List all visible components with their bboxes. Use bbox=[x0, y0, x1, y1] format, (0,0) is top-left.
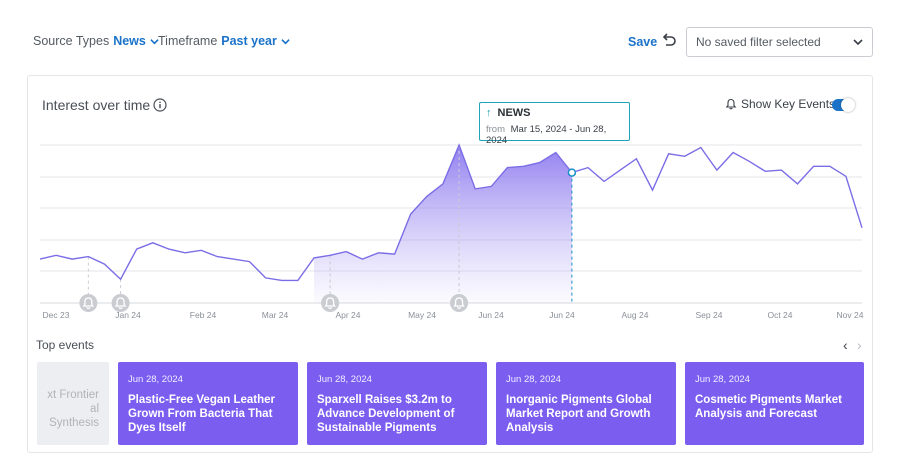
arrow-up-icon: ↑ bbox=[486, 107, 492, 119]
toggle-knob bbox=[841, 98, 855, 112]
x-tick-label: Jun 24 bbox=[478, 310, 504, 320]
interest-line bbox=[39, 143, 863, 282]
highlight-area bbox=[314, 145, 572, 303]
event-headline: Cosmetic Pigments Market Analysis and Fo… bbox=[695, 394, 842, 420]
chart-tooltip: ↑ NEWS from Mar 15, 2024 - Jun 28, 2024 bbox=[479, 102, 630, 146]
event-headline: Inorganic Pigments Global Market Report … bbox=[506, 394, 652, 434]
tooltip-title: NEWS bbox=[497, 107, 531, 119]
timeframe-value: Past year bbox=[221, 34, 277, 48]
event-card[interactable]: Jun 28, 2024 Cosmetic Pigments Market An… bbox=[685, 362, 864, 445]
x-tick-label: Nov 24 bbox=[837, 310, 864, 320]
x-tick-label: Feb 24 bbox=[190, 310, 217, 320]
save-button[interactable]: Save bbox=[628, 35, 658, 49]
key-events-control: Show Key Events bbox=[725, 97, 835, 111]
saved-filter-select[interactable]: No saved filter selected bbox=[686, 27, 873, 57]
x-axis: Dec 23 Jan 24 Feb 24 Mar 24 Apr 24 May 24 Jun … bbox=[43, 310, 864, 320]
source-types-filter[interactable]: Source Types News bbox=[33, 34, 159, 48]
chevron-down-icon bbox=[853, 39, 863, 46]
card-title: Interest over time bbox=[42, 97, 151, 113]
x-tick-label: Jun 24 bbox=[549, 310, 575, 320]
tooltip-title-row: ↑ NEWS bbox=[486, 107, 623, 119]
x-tick-label: May 24 bbox=[408, 310, 436, 320]
bell-marker-icon[interactable] bbox=[79, 294, 98, 312]
event-date: Jun 28, 2024 bbox=[695, 374, 750, 385]
undo-icon[interactable] bbox=[660, 32, 678, 50]
top-events-title: Top events bbox=[36, 338, 95, 352]
event-date: Jun 28, 2024 bbox=[506, 374, 561, 385]
event-card[interactable]: xt Frontier al Synthesis bbox=[37, 362, 109, 445]
event-headline: xt Frontier al Synthesis bbox=[47, 389, 99, 429]
next-arrow-icon[interactable]: › bbox=[857, 337, 862, 353]
event-date: Jun 28, 2024 bbox=[317, 374, 372, 385]
key-events-label: Show Key Events bbox=[741, 97, 836, 111]
tooltip-range-row: from Mar 15, 2024 - Jun 28, 2024 bbox=[486, 124, 623, 146]
x-tick-label: Jan 24 bbox=[115, 310, 141, 320]
tooltip-range: Mar 15, 2024 - Jun 28, 2024 bbox=[486, 124, 607, 146]
filter-bar: Source Types News Timeframe Past year Sa… bbox=[0, 0, 900, 75]
timeframe-filter[interactable]: Timeframe Past year bbox=[158, 34, 290, 48]
x-tick-label: Apr 24 bbox=[335, 310, 360, 320]
key-events-toggle[interactable] bbox=[832, 98, 855, 112]
x-tick-label: Sep 24 bbox=[696, 310, 723, 320]
timeframe-label: Timeframe bbox=[158, 34, 218, 48]
bell-marker-icon[interactable] bbox=[450, 294, 469, 312]
x-tick-label: Oct 24 bbox=[767, 310, 792, 320]
x-tick-label: Dec 23 bbox=[43, 310, 70, 320]
event-headline: Sparxell Raises $3.2m to Advance Develop… bbox=[317, 394, 455, 434]
event-date: Jun 28, 2024 bbox=[128, 374, 183, 385]
bell-icon bbox=[725, 98, 737, 110]
hover-point[interactable] bbox=[567, 168, 577, 177]
x-tick-label: Mar 24 bbox=[262, 310, 289, 320]
event-card[interactable]: Jun 28, 2024 Sparxell Raises $3.2m to Ad… bbox=[307, 362, 487, 445]
event-card[interactable]: Jun 28, 2024 Plastic-Free Vegan Leather … bbox=[118, 362, 298, 445]
source-types-value: News bbox=[113, 34, 146, 48]
event-headline: Plastic-Free Vegan Leather Grown From Ba… bbox=[128, 394, 276, 434]
bell-marker-icon[interactable] bbox=[111, 294, 130, 312]
source-types-label: Source Types bbox=[33, 34, 110, 48]
event-card[interactable]: Jun 28, 2024 Inorganic Pigments Global M… bbox=[496, 362, 676, 445]
bell-marker-icon[interactable] bbox=[321, 294, 340, 312]
chevron-down-icon bbox=[150, 38, 159, 44]
previous-arrow-icon[interactable]: ‹ bbox=[843, 337, 848, 353]
info-icon[interactable] bbox=[153, 98, 167, 112]
chevron-down-icon bbox=[281, 38, 290, 44]
event-markers bbox=[79, 294, 469, 312]
saved-filter-value: No saved filter selected bbox=[696, 35, 821, 49]
x-tick-label: Aug 24 bbox=[622, 310, 649, 320]
tooltip-from-label: from bbox=[486, 124, 505, 135]
